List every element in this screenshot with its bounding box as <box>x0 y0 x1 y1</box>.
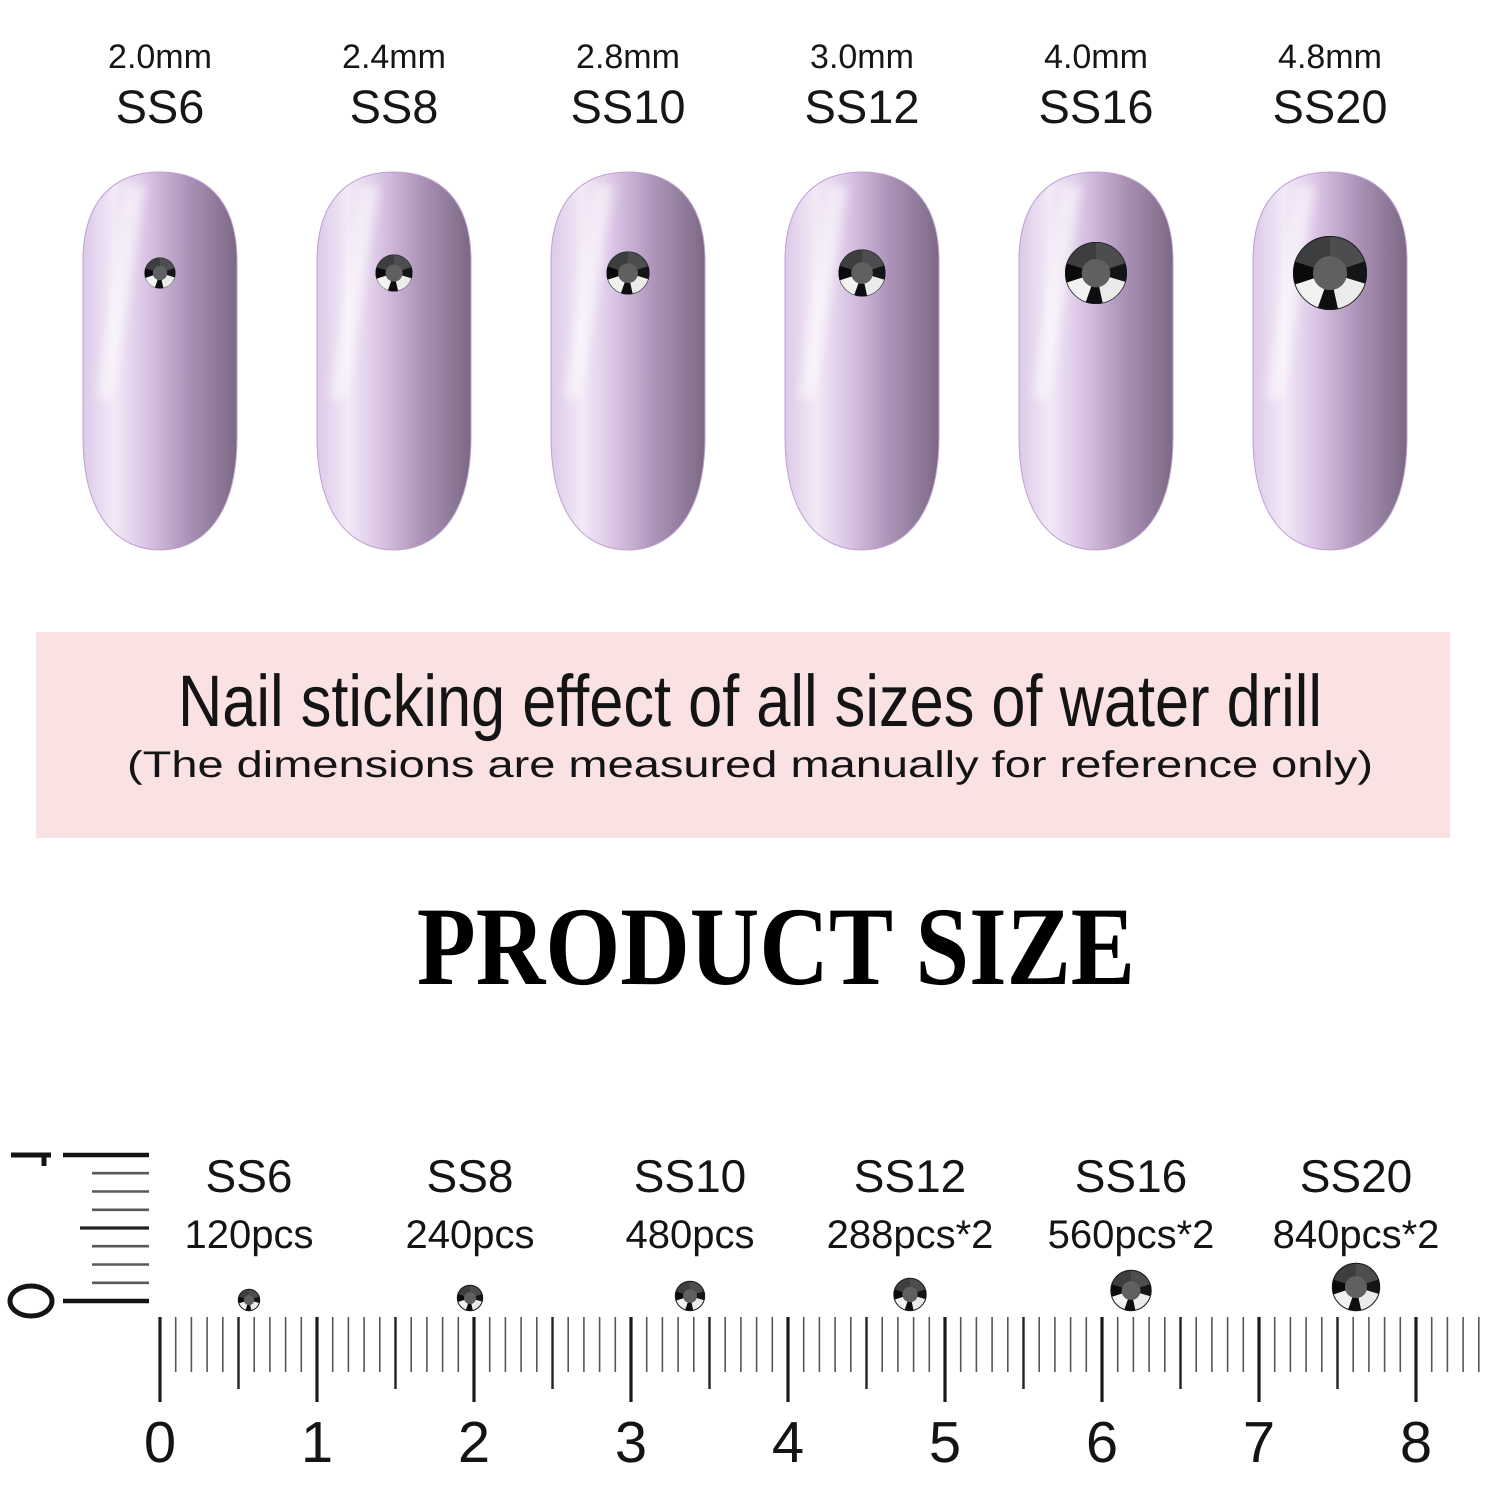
svg-text:7: 7 <box>1243 1410 1275 1475</box>
svg-text:6: 6 <box>1086 1410 1118 1475</box>
svg-text:120pcs: 120pcs <box>185 1213 314 1257</box>
svg-text:SS8: SS8 <box>427 1150 514 1202</box>
svg-text:SS20: SS20 <box>1300 1150 1413 1202</box>
svg-text:4: 4 <box>772 1410 804 1475</box>
svg-text:560pcs*2: 560pcs*2 <box>1048 1213 1215 1257</box>
svg-text:5: 5 <box>929 1410 961 1475</box>
svg-text:SS6: SS6 <box>206 1150 293 1202</box>
svg-text:288pcs*2: 288pcs*2 <box>827 1213 994 1257</box>
svg-text:480pcs: 480pcs <box>626 1213 755 1257</box>
svg-text:3: 3 <box>615 1410 647 1475</box>
svg-text:SS16: SS16 <box>1075 1150 1188 1202</box>
svg-text:240pcs: 240pcs <box>406 1213 535 1257</box>
svg-text:SS10: SS10 <box>634 1150 747 1202</box>
svg-text:8: 8 <box>1400 1410 1432 1475</box>
svg-text:840pcs*2: 840pcs*2 <box>1273 1213 1440 1257</box>
svg-text:SS12: SS12 <box>854 1150 967 1202</box>
svg-text:2: 2 <box>458 1410 490 1475</box>
svg-text:1: 1 <box>301 1410 333 1475</box>
svg-text:0: 0 <box>144 1410 176 1475</box>
